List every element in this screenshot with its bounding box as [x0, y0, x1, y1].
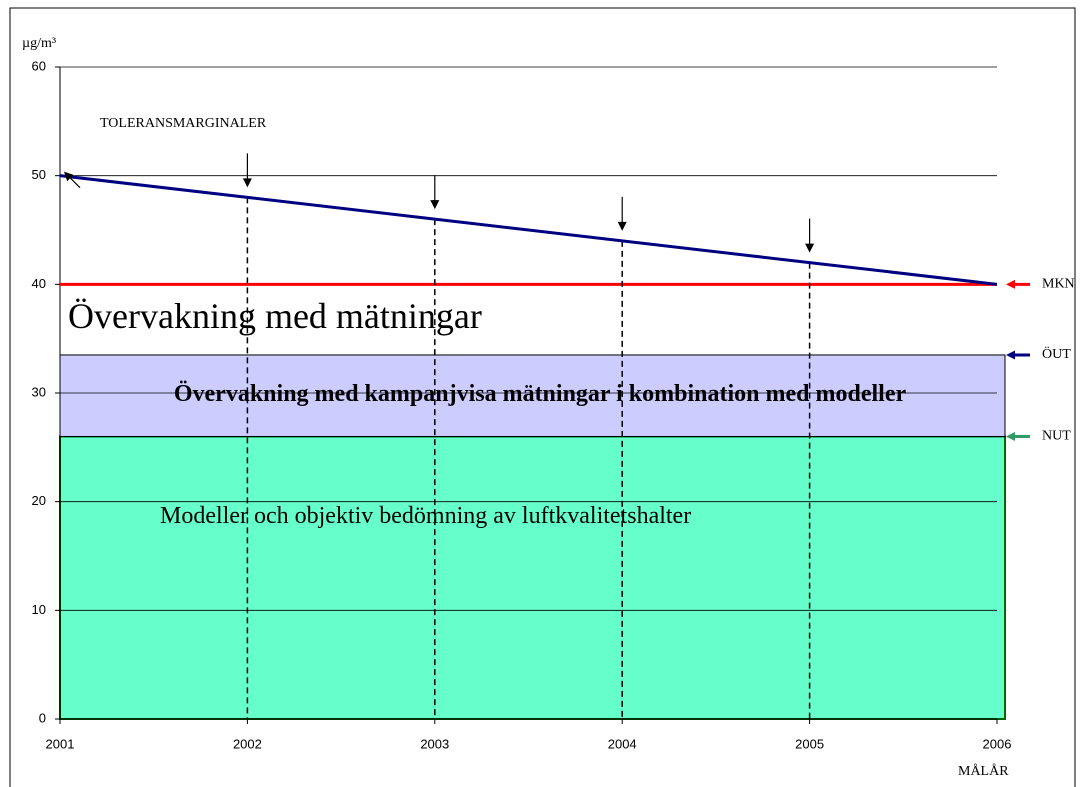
y-tick-label: 10 [32, 602, 46, 617]
series-line [59, 174, 998, 286]
arrow-head [242, 178, 252, 188]
arrow-head [1006, 431, 1015, 441]
frame [9, 7, 1076, 787]
zone-label: Övervakning med mätningar [68, 296, 482, 336]
y-axis-label: µg/m³ [22, 36, 56, 51]
series-label: TOLERANSMARGINALER [100, 116, 267, 131]
y-tick-label: 50 [32, 167, 46, 182]
x-axis-label: MÅLÅR [958, 763, 1009, 779]
zone [59, 354, 1006, 437]
arrow-head [1006, 350, 1015, 360]
x-tick-label: 2003 [420, 736, 449, 751]
zone-label: Modeller och objektiv bedömning av luftk… [160, 503, 691, 529]
arrow-head [617, 221, 627, 231]
arrow-head [430, 200, 440, 210]
arrow-head [64, 171, 74, 182]
arrow-head [805, 243, 815, 253]
y-tick-label: 40 [32, 276, 46, 291]
x-tick-label: 2002 [233, 736, 262, 751]
arrow-shaft [68, 176, 81, 189]
x-tick-label: 2004 [608, 736, 637, 751]
threshold-label: NUT [1042, 429, 1071, 444]
threshold-label: ÖUT [1042, 345, 1071, 362]
y-tick-label: 20 [32, 493, 46, 508]
x-tick-label: 2001 [46, 736, 75, 751]
y-tick-label: 60 [32, 58, 46, 73]
x-tick-label: 2005 [795, 736, 824, 751]
zone [59, 435, 1006, 720]
y-tick-label: 0 [39, 710, 46, 725]
y-tick-label: 30 [32, 384, 46, 399]
threshold-label: MKN [1042, 277, 1075, 292]
arrow-head [1006, 279, 1015, 289]
x-tick-label: 2006 [983, 736, 1012, 751]
zone-label: Övervakning med kampanjvisa mätningar i … [174, 381, 907, 407]
